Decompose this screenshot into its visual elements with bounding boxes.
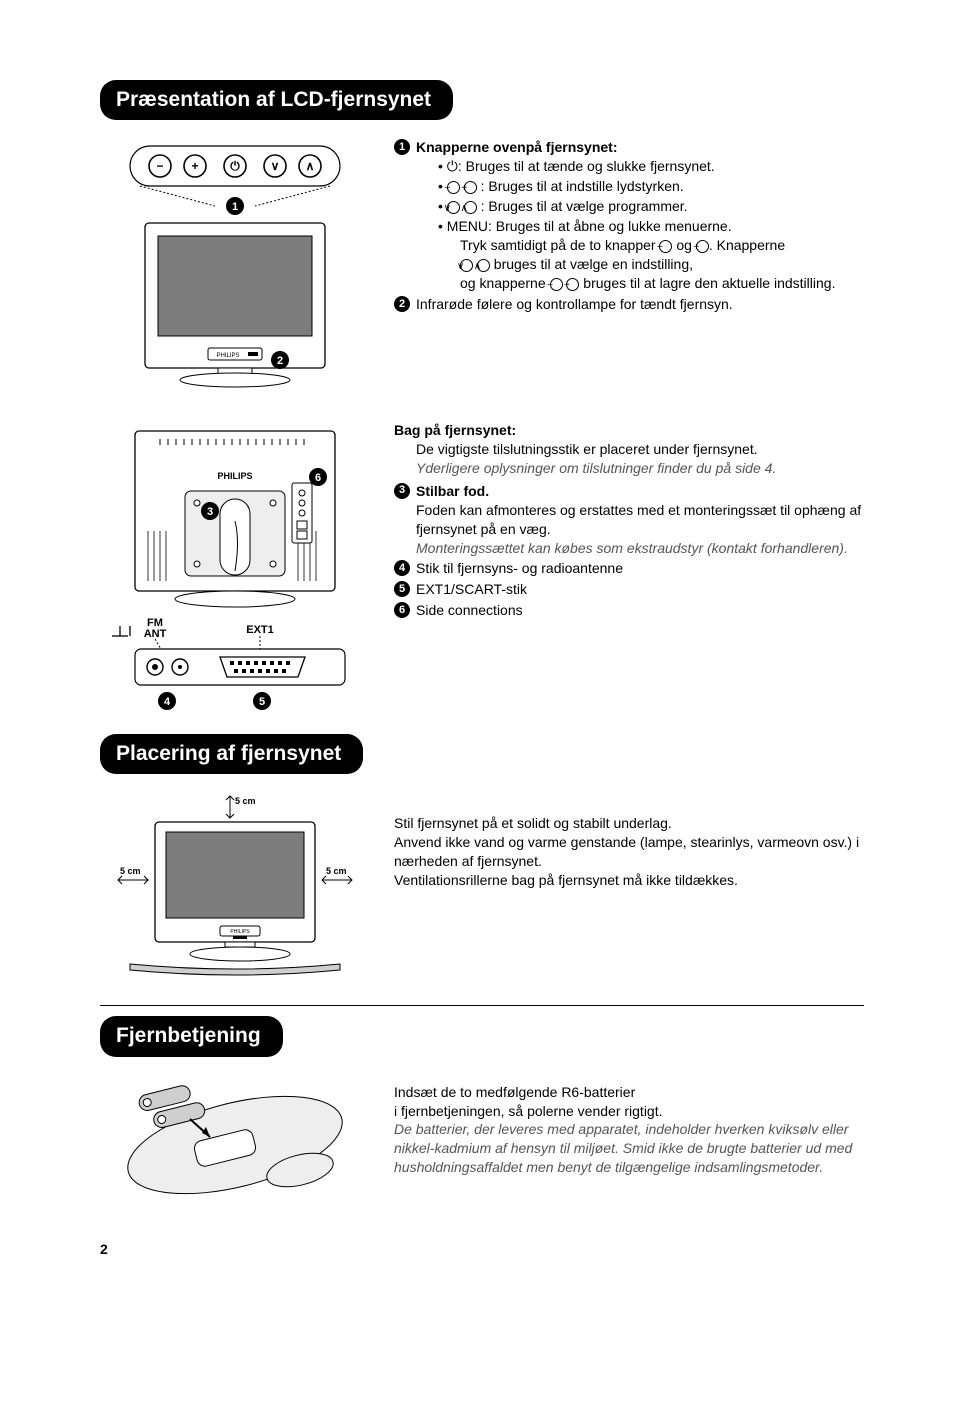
power-icon: ⏻ bbox=[447, 158, 458, 174]
divider bbox=[100, 1005, 864, 1006]
up-icon: ∧ bbox=[464, 201, 477, 214]
svg-text:−: − bbox=[156, 159, 163, 173]
top-buttons-heading: Knapperne ovenpå fjernsynet: bbox=[416, 139, 618, 155]
plus-icon: + bbox=[464, 181, 477, 194]
svg-text:PHILIPS: PHILIPS bbox=[216, 353, 239, 359]
svg-text:⏻: ⏻ bbox=[230, 159, 240, 173]
remote-l1: Indsæt de to medfølgende R6-batterier bbox=[394, 1083, 864, 1102]
svg-text:3: 3 bbox=[207, 506, 213, 518]
svg-text:5 cm: 5 cm bbox=[235, 796, 256, 806]
item-4: 4Stik til fjernsyns- og radioantenne bbox=[394, 559, 864, 578]
bullet-volume: • − + : Bruges til at indstille lydstyrk… bbox=[438, 177, 835, 196]
down-icon: ∨ bbox=[447, 201, 460, 214]
remote-l3: De batterier, der leveres med apparatet,… bbox=[394, 1120, 864, 1177]
remote-figure bbox=[100, 1075, 370, 1205]
bullet-menu: • MENU: Bruges til at åbne og lukke menu… bbox=[438, 217, 835, 293]
svg-text:∧: ∧ bbox=[306, 159, 315, 173]
section-placement-title: Placering af fjernsynet bbox=[100, 734, 363, 774]
svg-text:EXT1: EXT1 bbox=[246, 624, 274, 636]
svg-text:ANT: ANT bbox=[144, 628, 167, 640]
bullet-power: • ⏻: Bruges til at tænde og slukke fjern… bbox=[438, 157, 835, 176]
svg-text:PHILIPS: PHILIPS bbox=[230, 929, 250, 935]
item-2: 2 Infrarøde følere og kontrollampe for t… bbox=[394, 295, 864, 314]
svg-text:∨: ∨ bbox=[271, 159, 280, 173]
item-6: 6Side connections bbox=[394, 601, 864, 620]
rear-line2: Yderligere oplysninger om tilslutninger … bbox=[394, 459, 864, 478]
section-remote-title: Fjernbetjening bbox=[100, 1016, 283, 1056]
item-5: 5EXT1/SCART-stik bbox=[394, 580, 864, 599]
placement-l1: Stil fjernsynet på et solidt og stabilt … bbox=[394, 814, 864, 833]
svg-text:2: 2 bbox=[277, 355, 283, 367]
tv-rear-figure: PHILIPS 3 6 FM ANT EXT1 bbox=[100, 421, 370, 711]
svg-text:4: 4 bbox=[164, 696, 171, 708]
svg-text:5 cm: 5 cm bbox=[326, 866, 347, 876]
tv-placement-figure: 5 cm PHILIPS 5 cm 5 cm bbox=[100, 792, 370, 982]
placement-l3: Ventilationsrillerne bag på fjernsynet m… bbox=[394, 871, 864, 890]
rear-heading: Bag på fjernsynet: bbox=[394, 421, 864, 440]
svg-text:1: 1 bbox=[232, 201, 238, 213]
svg-text:5 cm: 5 cm bbox=[120, 866, 141, 876]
rear-line1: De vigtigste tilslutningsstik er placere… bbox=[394, 440, 864, 459]
minus-icon: − bbox=[447, 181, 460, 194]
tv-front-figure: − + ⏻ ∨ ∧ 1 PHILIPS 2 bbox=[100, 138, 370, 398]
bullet-program: • ∨ ∧ : Bruges til at vælge programmer. bbox=[438, 197, 835, 216]
page-number: 2 bbox=[100, 1240, 864, 1259]
item-1: 1 Knapperne ovenpå fjernsynet: • ⏻: Brug… bbox=[394, 138, 864, 293]
remote-l2: i fjernbetjeningen, så polerne vender ri… bbox=[394, 1102, 864, 1121]
section-presentation-title: Præsentation af LCD-fjernsynet bbox=[100, 80, 453, 120]
svg-text:PHILIPS: PHILIPS bbox=[217, 471, 252, 481]
svg-text:5: 5 bbox=[259, 696, 265, 708]
svg-text:6: 6 bbox=[315, 472, 321, 484]
placement-l2: Anvend ikke vand og varme genstande (lam… bbox=[394, 833, 864, 871]
svg-text:+: + bbox=[191, 159, 198, 173]
item-3: 3 Stilbar fod. Foden kan afmonteres og e… bbox=[394, 482, 864, 558]
